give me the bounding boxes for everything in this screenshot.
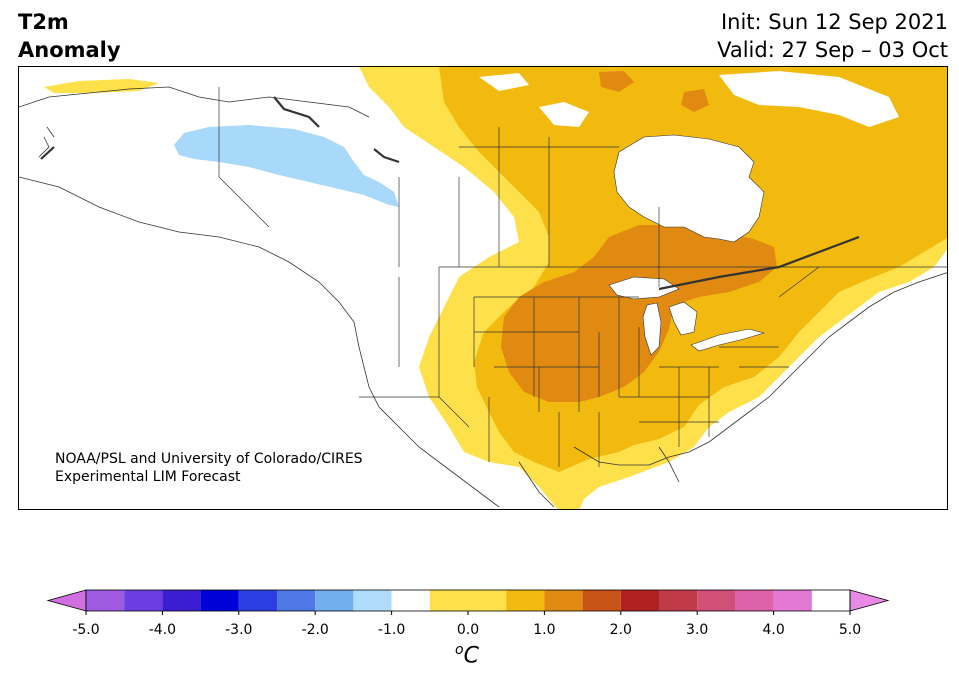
- colorbar-tick-label: 2.0: [609, 622, 632, 638]
- colorbar-tick-label: 1.0: [533, 622, 556, 638]
- colorbar-bin: [277, 590, 316, 611]
- title-line-1: T2m: [18, 10, 69, 34]
- colorbar-under-arrow: [46, 589, 87, 612]
- colorbar-bin: [238, 590, 277, 611]
- colorbar-bin: [697, 590, 736, 611]
- colorbar-bin: [429, 590, 507, 611]
- colorbar-bin: [200, 590, 239, 611]
- arctic-islands-water-3: [479, 73, 529, 91]
- colorbar-bin: [735, 590, 774, 611]
- colorbar-tick-label: 4.0: [762, 622, 785, 638]
- coastlines: [19, 86, 947, 508]
- colorbar-tick-label: -1.0: [377, 622, 406, 638]
- map-title: T2m Anomaly: [18, 8, 121, 64]
- colorbar-bin: [544, 590, 583, 611]
- rivers: [40, 96, 860, 291]
- anomaly-region-1-5-to-2: [501, 225, 777, 402]
- colorbar-tick-label: -2.0: [301, 622, 329, 638]
- colorbar-bin: [620, 590, 659, 611]
- colorbar-bin: [86, 590, 125, 611]
- valid-date: Valid: 27 Sep – 03 Oct: [717, 38, 948, 62]
- colorbar-tick-label: -3.0: [225, 622, 253, 638]
- colorbar-bin: [353, 590, 392, 611]
- colorbar-bin: [124, 590, 163, 611]
- anomaly-region-1-5-to-2-hudson: [681, 89, 709, 112]
- colorbar: [46, 589, 890, 615]
- unit-degree-symbol: o: [455, 642, 464, 658]
- colorbar-bin: [506, 590, 545, 611]
- hudson-bay: [613, 134, 765, 243]
- title-line-2: Anomaly: [18, 38, 121, 62]
- colorbar-bin: [773, 590, 812, 611]
- anomaly-region-cold: [174, 125, 399, 207]
- great-lakes-superior: [608, 276, 680, 300]
- colorbar-tick-label: -5.0: [72, 622, 100, 638]
- map-svg: [19, 67, 947, 509]
- colorbar-tick-label: 0.0: [456, 622, 480, 638]
- political-boundaries: [218, 87, 947, 467]
- colorbar-tick-label: -4.0: [148, 622, 177, 638]
- great-lakes-huron: [668, 301, 698, 336]
- colorbar-bin: [582, 590, 621, 611]
- colorbar-bin: [391, 590, 430, 611]
- anomaly-region-0-5-to-1-alaska: [44, 79, 159, 93]
- anomaly-map: [18, 66, 948, 510]
- colorbar-bin: [659, 590, 698, 611]
- colorbar-unit: oC: [455, 642, 479, 668]
- anomaly-region-1-5-to-2-north: [599, 71, 634, 92]
- arctic-islands-water: [719, 71, 899, 127]
- colorbar-tick-label: 3.0: [686, 622, 709, 638]
- colorbar-tick-label: 5.0: [838, 622, 862, 638]
- forecast-dates: Init: Sun 12 Sep 2021 Valid: 27 Sep – 03…: [717, 8, 948, 64]
- credit-line-1: NOAA/PSL and University of Colorado/CIRE…: [55, 451, 363, 467]
- great-lakes-erie-ontario: [690, 328, 766, 352]
- unit-letter: C: [463, 643, 479, 669]
- colorbar-bin: [162, 590, 201, 611]
- credit-text: NOAA/PSL and University of Colorado/CIRE…: [55, 450, 363, 486]
- great-lakes-michigan: [642, 302, 662, 356]
- colorbar-bin: [315, 590, 354, 611]
- arctic-islands-water-2: [539, 102, 589, 127]
- colorbar-over-arrow: [849, 589, 890, 612]
- credit-line-2: Experimental LIM Forecast: [55, 469, 241, 485]
- init-date: Init: Sun 12 Sep 2021: [720, 10, 948, 34]
